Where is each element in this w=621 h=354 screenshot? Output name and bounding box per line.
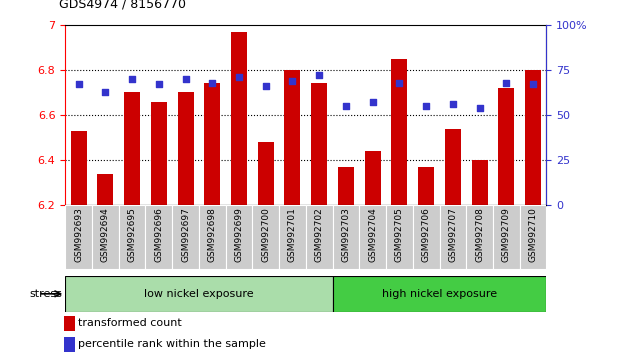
Bar [204, 84, 220, 205]
Point [74, 81, 84, 87]
Text: GSM992695: GSM992695 [127, 207, 137, 262]
Bar [284, 70, 301, 205]
Text: transformed count: transformed count [78, 318, 182, 328]
Bar [151, 102, 167, 205]
Bar [64, 337, 75, 352]
Point [501, 80, 511, 85]
Text: GSM992693: GSM992693 [74, 207, 83, 262]
Bar [391, 59, 407, 205]
Bar [493, 205, 520, 269]
Text: GSM992710: GSM992710 [528, 207, 538, 262]
Point [288, 78, 297, 84]
Bar [172, 205, 199, 269]
Bar [65, 276, 333, 312]
Text: low nickel exposure: low nickel exposure [144, 289, 254, 299]
Text: stress: stress [29, 289, 62, 299]
Point [261, 83, 271, 89]
Text: GSM992702: GSM992702 [315, 207, 324, 262]
Point [341, 103, 351, 109]
Bar [119, 205, 145, 269]
Bar [279, 205, 306, 269]
Point [368, 99, 378, 105]
Text: GSM992705: GSM992705 [395, 207, 404, 262]
Bar [231, 32, 247, 205]
Bar [360, 205, 386, 269]
Bar [333, 205, 360, 269]
Bar [311, 84, 327, 205]
Text: high nickel exposure: high nickel exposure [382, 289, 497, 299]
Point [154, 81, 164, 87]
Bar [471, 160, 487, 205]
Bar [520, 205, 546, 269]
Bar [498, 88, 514, 205]
Bar [525, 70, 541, 205]
Bar [418, 167, 434, 205]
Bar [92, 205, 119, 269]
Bar [97, 174, 114, 205]
Point [448, 101, 458, 107]
Text: GSM992706: GSM992706 [422, 207, 430, 262]
Point [314, 73, 324, 78]
Text: GSM992704: GSM992704 [368, 207, 377, 262]
Point [127, 76, 137, 82]
Bar [365, 151, 381, 205]
Bar [338, 167, 354, 205]
Text: GSM992707: GSM992707 [448, 207, 458, 262]
Point [474, 105, 484, 111]
Point [207, 80, 217, 85]
Bar [445, 129, 461, 205]
Text: GSM992698: GSM992698 [208, 207, 217, 262]
Point [421, 103, 431, 109]
Bar [199, 205, 225, 269]
Bar [145, 205, 172, 269]
Text: GDS4974 / 8156770: GDS4974 / 8156770 [59, 0, 186, 11]
Bar [71, 131, 86, 205]
Text: percentile rank within the sample: percentile rank within the sample [78, 339, 266, 349]
Bar [64, 316, 75, 331]
Bar [306, 205, 333, 269]
Bar [333, 276, 546, 312]
Bar [225, 205, 252, 269]
Bar [124, 92, 140, 205]
Bar [252, 205, 279, 269]
Bar [413, 205, 440, 269]
Text: GSM992696: GSM992696 [154, 207, 163, 262]
Text: GSM992697: GSM992697 [181, 207, 190, 262]
Text: GSM992694: GSM992694 [101, 207, 110, 262]
Bar [466, 205, 493, 269]
Point [234, 74, 244, 80]
Point [528, 81, 538, 87]
Point [394, 80, 404, 85]
Text: GSM992703: GSM992703 [342, 207, 350, 262]
Bar [65, 205, 92, 269]
Point [101, 89, 111, 95]
Text: GSM992708: GSM992708 [475, 207, 484, 262]
Bar [178, 92, 194, 205]
Bar [440, 205, 466, 269]
Text: GSM992699: GSM992699 [235, 207, 243, 262]
Text: GSM992701: GSM992701 [288, 207, 297, 262]
Bar [258, 142, 274, 205]
Text: GSM992700: GSM992700 [261, 207, 270, 262]
Bar [386, 205, 413, 269]
Point [181, 76, 191, 82]
Text: GSM992709: GSM992709 [502, 207, 511, 262]
